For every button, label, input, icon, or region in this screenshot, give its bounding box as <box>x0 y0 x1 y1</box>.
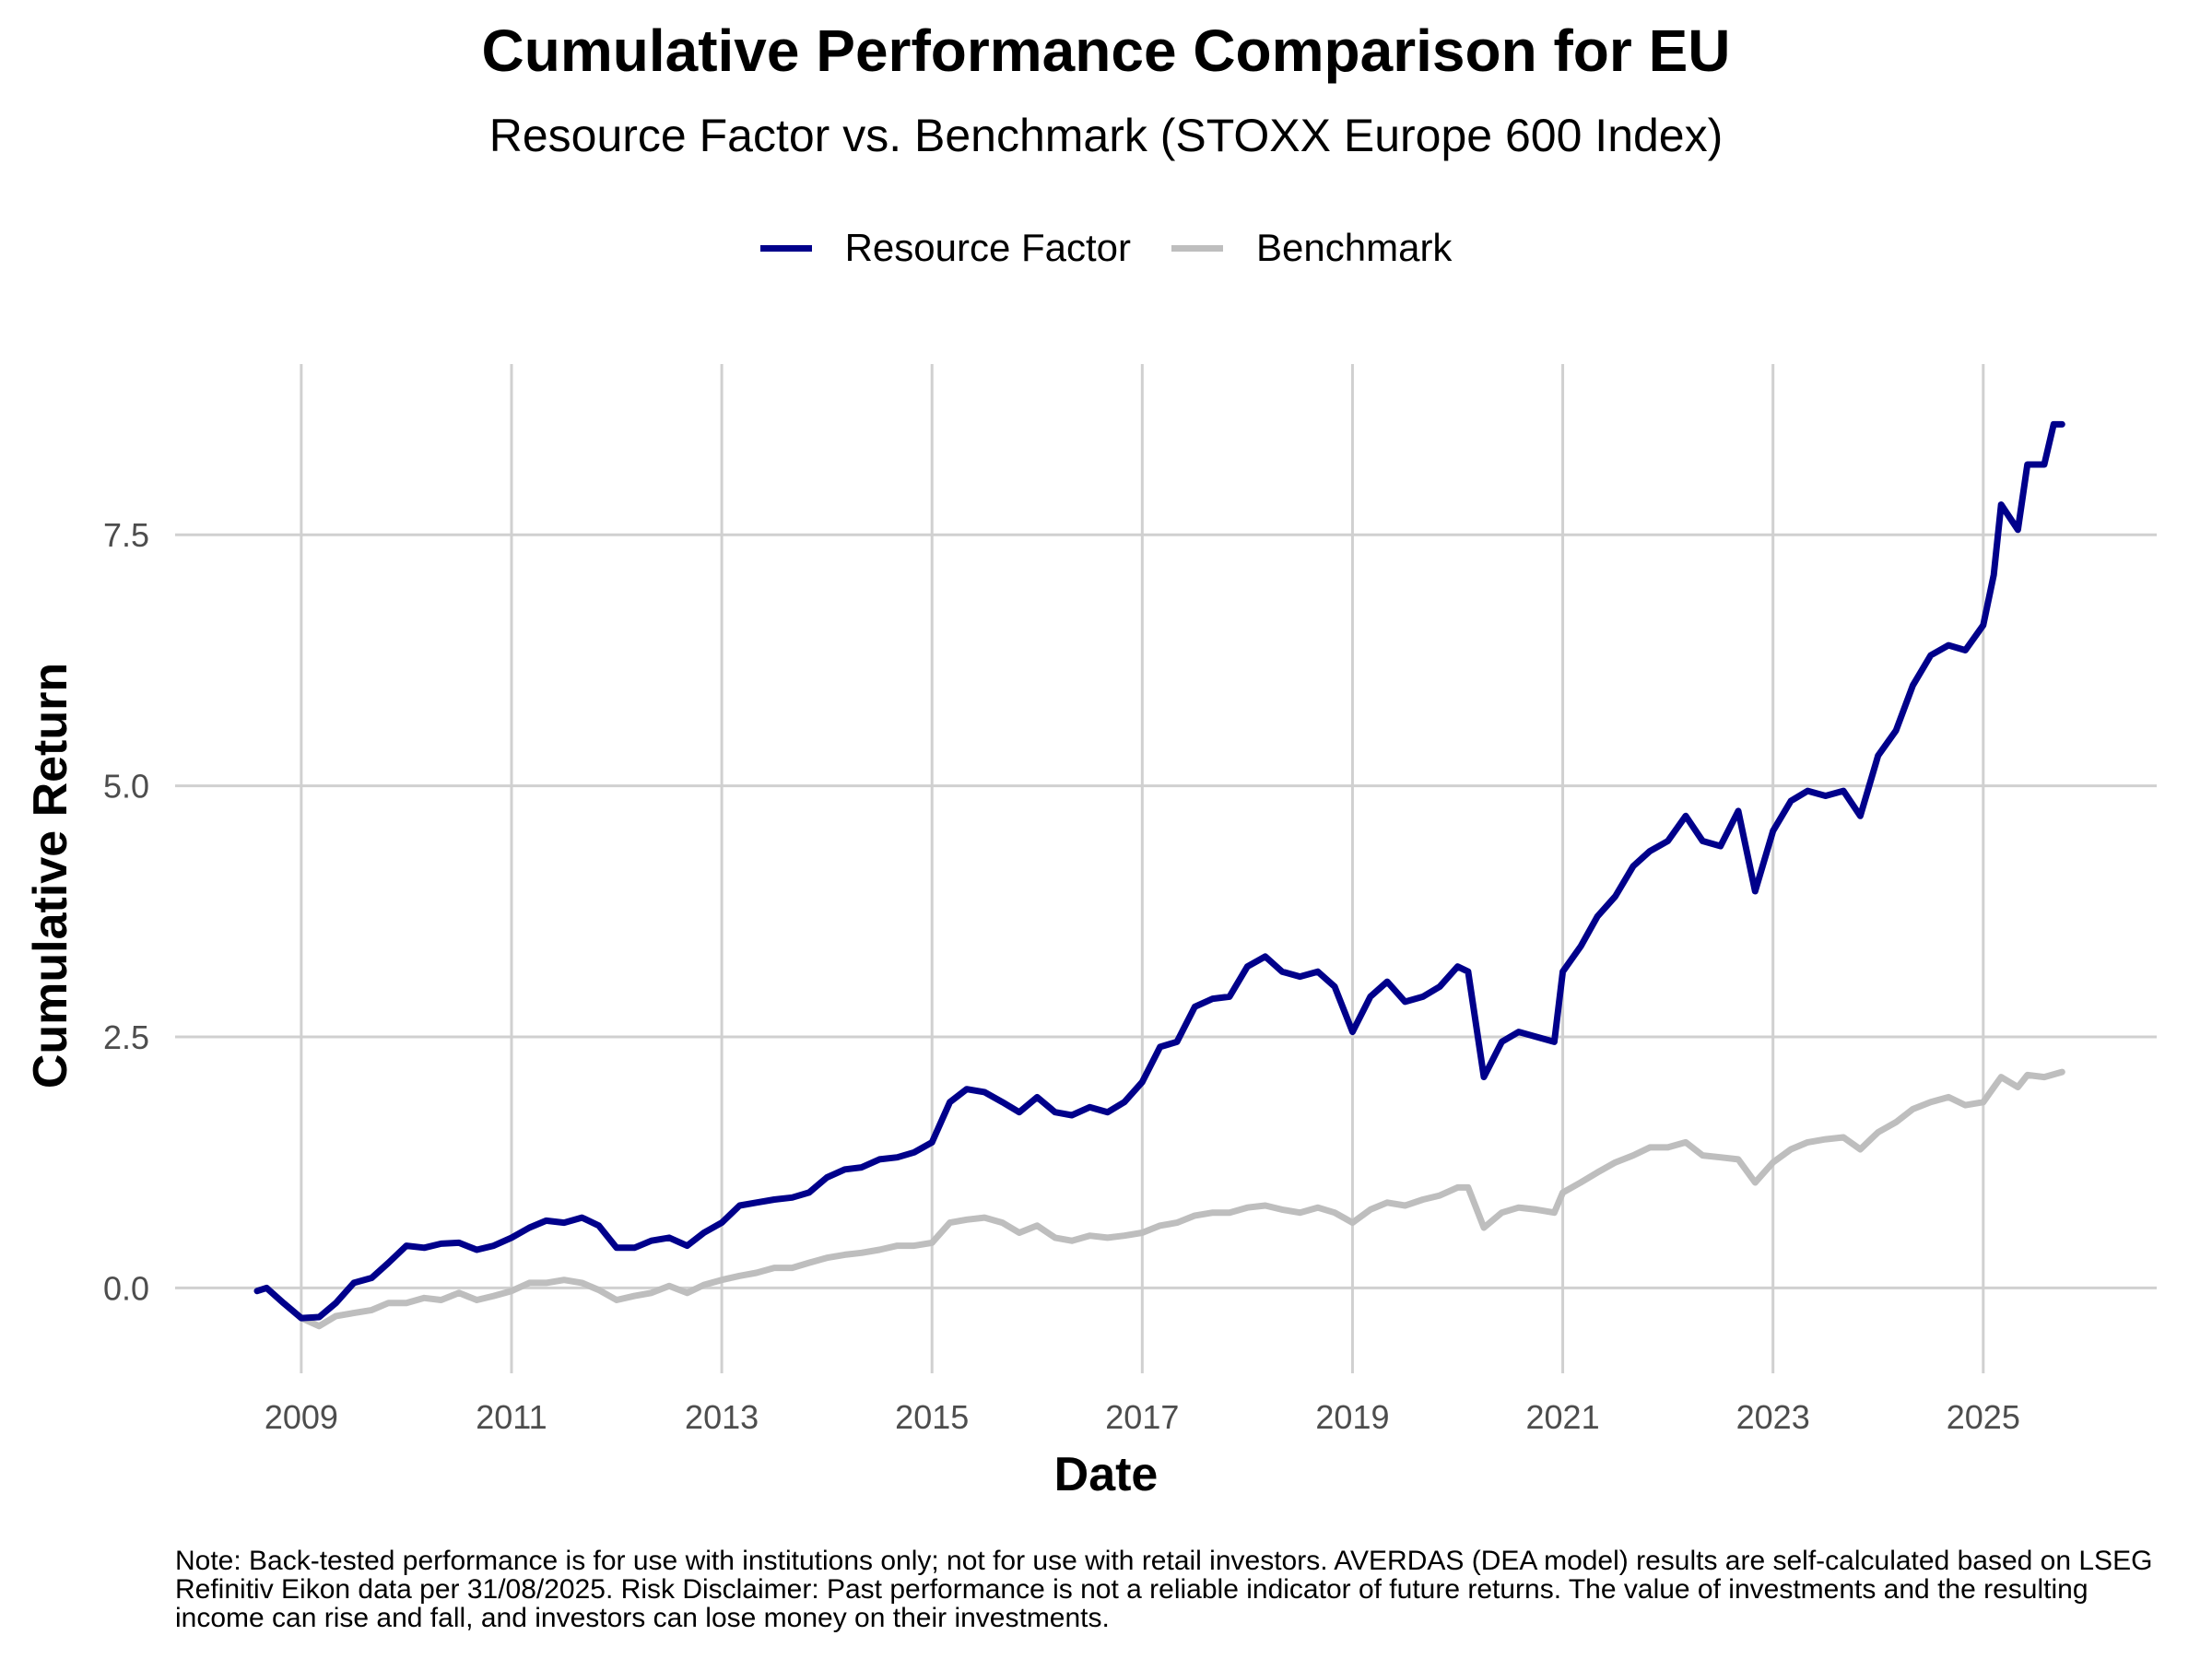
y-axis-label: Cumulative Return <box>24 662 77 1089</box>
grid-lines <box>175 364 2157 1373</box>
x-tick-label: 2021 <box>1526 1398 1600 1436</box>
x-axis-label: Date <box>1053 1448 1159 1501</box>
x-tick-label: 2017 <box>1105 1398 1179 1436</box>
x-tick-label: 2009 <box>265 1398 338 1436</box>
legend-label-benchmark: Benchmark <box>1256 226 1453 269</box>
legend-item-benchmark: Benchmark <box>1171 226 1452 270</box>
y-tick-label: 2.5 <box>103 1018 149 1056</box>
y-tick-label: 5.0 <box>103 768 149 806</box>
legend-swatch-resource-factor <box>759 244 812 252</box>
y-tick-label: 7.5 <box>103 516 149 554</box>
series-lines <box>253 420 2065 1330</box>
x-tick-label: 2013 <box>685 1398 759 1436</box>
y-tick-label: 0.0 <box>103 1269 149 1307</box>
chart-title: Cumulative Performance Comparison for EU <box>481 18 1731 84</box>
chart-legend: Resource Factor Benchmark <box>0 226 2212 270</box>
series-line-benchmark <box>253 1068 2065 1330</box>
legend-swatch-benchmark <box>1171 244 1224 252</box>
legend-label-resource-factor: Resource Factor <box>844 226 1132 269</box>
legend-item-resource-factor: Resource Factor <box>759 226 1132 270</box>
series-line-resource-factor <box>253 420 2065 1322</box>
tick-labels: 2009 2011 2013 2015 2017 2019 2021 2023 2025 0.0 2… <box>103 516 2020 1436</box>
x-tick-label: 2015 <box>895 1398 969 1436</box>
x-tick-label: 2011 <box>476 1398 547 1436</box>
chart-subtitle: Resource Factor vs. Benchmark (STOXX Eur… <box>488 110 1724 161</box>
x-tick-label: 2023 <box>1736 1398 1810 1436</box>
x-tick-label: 2019 <box>1315 1398 1389 1436</box>
disclaimer-note: Note: Back-tested performance is for use… <box>175 1546 2153 1633</box>
x-tick-label: 2025 <box>1947 1398 2020 1436</box>
